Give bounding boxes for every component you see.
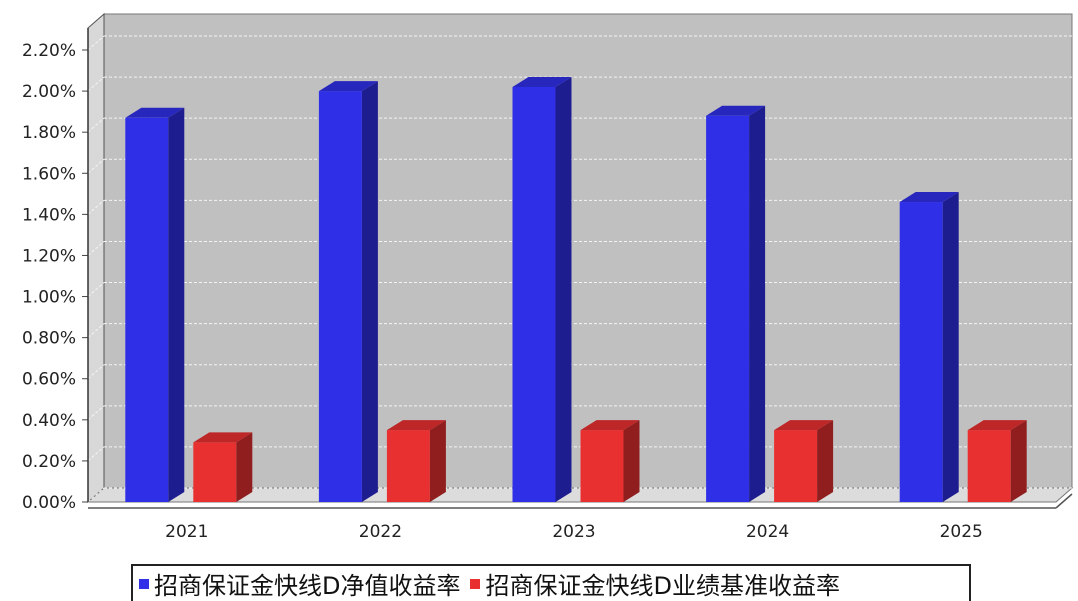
bar-front — [125, 117, 169, 503]
bar-top — [193, 432, 253, 443]
bar-front — [967, 430, 1011, 502]
bar-side — [942, 192, 959, 502]
bar-top — [967, 420, 1027, 431]
legend-swatch-benchmark-yield — [470, 578, 481, 589]
x-tick-label: 2022 — [359, 522, 402, 542]
y-tick-label: 0.40% — [22, 411, 76, 431]
bar-front — [512, 86, 556, 503]
legend: 招商保证金快线D净值收益率 招商保证金快线D业绩基准收益率 — [131, 564, 971, 601]
y-tick-label: 1.00% — [22, 288, 76, 308]
bar-top — [580, 420, 640, 431]
y-tick-label: 0.60% — [22, 370, 76, 390]
y-tick-label: 0.20% — [22, 452, 76, 472]
gridline-side — [87, 487, 105, 503]
legend-label-benchmark-yield: 招商保证金快线D业绩基准收益率 — [485, 572, 840, 600]
bar-side — [749, 105, 766, 502]
legend-label-net-yield: 招商保证金快线D净值收益率 — [154, 572, 461, 600]
x-tick-label: 2021 — [165, 522, 208, 542]
bar-front — [706, 115, 750, 502]
bar-side — [1010, 420, 1027, 502]
bar-front — [774, 430, 818, 502]
bar-top — [899, 192, 959, 203]
bar-top — [386, 420, 446, 431]
bar-side — [429, 420, 446, 502]
bar-top — [125, 107, 185, 118]
legend-item-benchmark-yield: 招商保证金快线D业绩基准收益率 — [470, 566, 840, 601]
gridline-side — [87, 446, 105, 462]
gridline-side — [87, 405, 105, 421]
x-tick-label: 2025 — [940, 522, 983, 542]
gridline-side — [87, 199, 105, 215]
bar-front — [386, 430, 430, 502]
bar-front — [318, 91, 362, 502]
y-tick-label: 1.80% — [22, 123, 76, 143]
gridline-side — [87, 241, 105, 256]
bar-side — [236, 432, 253, 502]
gridline-side — [87, 117, 105, 133]
plot-side-wall — [87, 12, 105, 504]
gridline-side — [87, 35, 105, 51]
y-tick-label: 1.40% — [22, 205, 76, 225]
legend-swatch-net-yield — [139, 578, 149, 589]
bar-front — [580, 430, 624, 502]
y-tick-label: 0.00% — [22, 493, 76, 513]
gridline-side — [87, 76, 105, 92]
x-tick-label: 2024 — [746, 522, 789, 542]
bar-front — [193, 442, 237, 502]
y-tick-label: 2.00% — [22, 82, 76, 102]
bar-side — [817, 420, 834, 502]
bar-side — [168, 107, 185, 503]
y-tick-label: 2.20% — [22, 41, 76, 61]
bar-side — [361, 81, 378, 502]
bar-side — [623, 420, 640, 502]
y-tick-label: 0.80% — [22, 329, 76, 349]
legend-item-net-yield: 招商保证金快线D净值收益率 — [139, 566, 460, 601]
gridline-side — [87, 364, 105, 380]
gridline-side — [87, 158, 105, 174]
x-axis-depth-line — [1055, 493, 1073, 509]
y-tick-label: 1.60% — [22, 164, 76, 184]
bar-top — [512, 76, 572, 87]
bar-top — [774, 420, 834, 431]
bar-front — [899, 202, 943, 502]
bar-top — [706, 105, 766, 116]
y-tick-label: 1.20% — [22, 246, 76, 266]
x-tick-label: 2023 — [552, 522, 595, 542]
bar-top — [318, 81, 378, 92]
gridline-side — [87, 323, 105, 339]
bar-side — [555, 76, 572, 503]
gridline-side — [87, 282, 105, 297]
